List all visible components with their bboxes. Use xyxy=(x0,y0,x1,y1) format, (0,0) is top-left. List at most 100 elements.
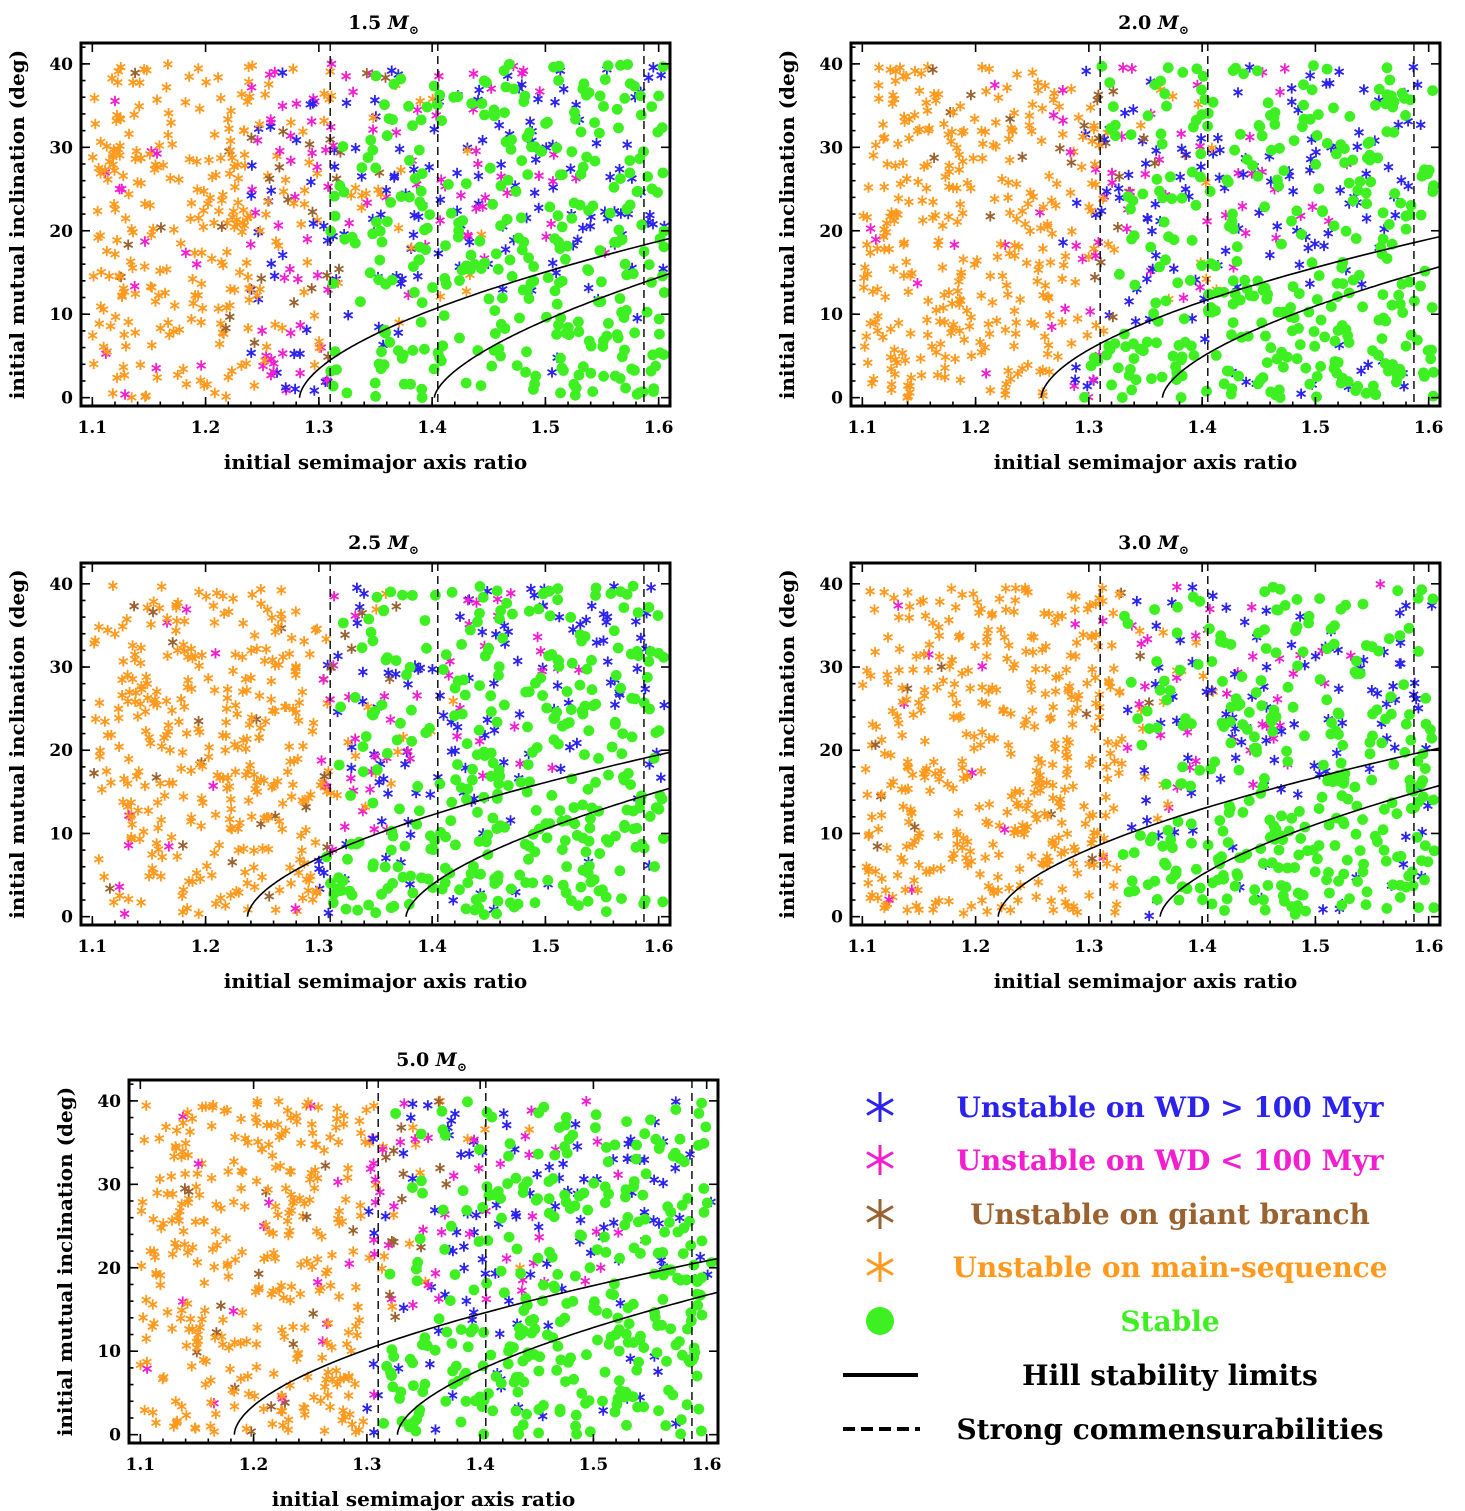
point-main_seq xyxy=(278,651,288,663)
point-main_seq xyxy=(1060,897,1071,908)
point-wd_gt100 xyxy=(359,588,369,599)
point-stable xyxy=(1203,288,1215,300)
point-wd_lt100 xyxy=(595,1262,606,1273)
point-main_seq xyxy=(161,729,172,741)
point-main_seq xyxy=(349,1378,360,1390)
point-wd_gt100 xyxy=(452,721,463,733)
point-stable xyxy=(582,783,594,795)
point-wd_lt100 xyxy=(318,674,329,685)
point-stable xyxy=(1419,164,1430,176)
point-main_seq xyxy=(126,797,137,808)
point-main_seq xyxy=(243,795,254,806)
point-wd_lt100 xyxy=(1257,719,1268,730)
point-stable xyxy=(365,626,377,638)
point-wd_lt100 xyxy=(1071,240,1082,251)
point-stable xyxy=(363,613,375,625)
point-stable xyxy=(424,723,435,734)
point-wd_gt100 xyxy=(1422,800,1433,811)
x-tick-label: 1.4 xyxy=(1187,418,1217,438)
point-stable xyxy=(1158,216,1170,228)
point-main_seq xyxy=(174,324,185,335)
point-stable xyxy=(540,818,552,829)
point-giant xyxy=(1093,89,1104,100)
point-stable xyxy=(1143,723,1155,734)
point-wd_gt100 xyxy=(1230,752,1241,764)
point-stable xyxy=(1329,840,1341,851)
point-main_seq xyxy=(1005,905,1016,916)
point-main_seq xyxy=(873,93,884,104)
point-main_seq xyxy=(167,1188,178,1200)
point-main_seq xyxy=(880,885,891,896)
point-main_seq xyxy=(1100,791,1111,803)
point-main_seq xyxy=(980,342,991,353)
point-main_seq xyxy=(872,311,883,322)
point-main_seq xyxy=(229,221,240,233)
point-stable xyxy=(1400,340,1412,352)
point-wd_gt100 xyxy=(1171,715,1182,726)
point-wd_gt100 xyxy=(1126,822,1137,833)
point-main_seq xyxy=(95,136,106,148)
point-stable xyxy=(1418,367,1429,379)
point-stable xyxy=(355,296,366,308)
point-main_seq xyxy=(977,895,987,906)
point-stable xyxy=(590,698,602,710)
point-main_seq xyxy=(297,795,308,806)
point-main_seq xyxy=(1003,640,1014,651)
point-stable xyxy=(1391,376,1402,388)
point-wd_gt100 xyxy=(343,310,354,321)
point-stable xyxy=(1364,748,1376,760)
point-stable xyxy=(1186,166,1198,178)
point-main_seq xyxy=(242,766,253,777)
point-stable xyxy=(1400,718,1412,730)
point-stable xyxy=(652,1247,664,1259)
point-main_seq xyxy=(1000,324,1011,336)
point-stable xyxy=(416,297,428,309)
point-wd_gt100 xyxy=(1361,213,1372,224)
point-wd_lt100 xyxy=(193,1158,204,1169)
point-stable xyxy=(1243,707,1255,718)
point-stable xyxy=(614,865,626,877)
point-main_seq xyxy=(118,796,128,808)
point-stable xyxy=(1313,183,1325,195)
point-main_seq xyxy=(964,321,975,332)
point-giant xyxy=(927,64,938,75)
point-wd_gt100 xyxy=(1335,185,1346,196)
point-wd_gt100 xyxy=(609,699,620,710)
point-wd_gt100 xyxy=(351,582,362,593)
point-wd_gt100 xyxy=(314,863,324,874)
point-wd_gt100 xyxy=(246,190,257,201)
point-wd_gt100 xyxy=(622,1153,633,1164)
point-main_seq xyxy=(114,270,125,281)
point-stable xyxy=(635,90,646,102)
point-stable xyxy=(1357,814,1368,825)
point-main_seq xyxy=(251,1339,262,1350)
point-main_seq xyxy=(95,230,106,241)
point-stable xyxy=(546,649,558,660)
point-main_seq xyxy=(1037,364,1048,376)
point-main_seq xyxy=(99,871,110,882)
y-tick-label: 0 xyxy=(61,908,73,928)
point-main_seq xyxy=(238,205,249,216)
point-main_seq xyxy=(1022,821,1033,832)
point-main_seq xyxy=(975,336,985,348)
x-tick-label: 1.1 xyxy=(78,937,108,957)
point-main_seq xyxy=(155,778,166,789)
point-stable xyxy=(1161,694,1173,706)
point-stable xyxy=(1218,378,1230,390)
point-main_seq xyxy=(288,1321,299,1333)
point-wd_lt100 xyxy=(1202,216,1213,227)
point-stable xyxy=(544,201,556,213)
point-main_seq xyxy=(310,624,321,636)
point-main_seq xyxy=(224,123,234,134)
point-stable xyxy=(674,1133,686,1145)
point-stable xyxy=(1344,893,1355,905)
point-main_seq xyxy=(861,331,872,342)
point-main_seq xyxy=(244,719,255,730)
point-stable xyxy=(701,1197,713,1209)
point-main_seq xyxy=(901,841,912,852)
point-main_seq xyxy=(183,1150,194,1161)
point-stable xyxy=(406,704,417,716)
point-giant xyxy=(909,821,920,833)
point-main_seq xyxy=(202,379,213,390)
